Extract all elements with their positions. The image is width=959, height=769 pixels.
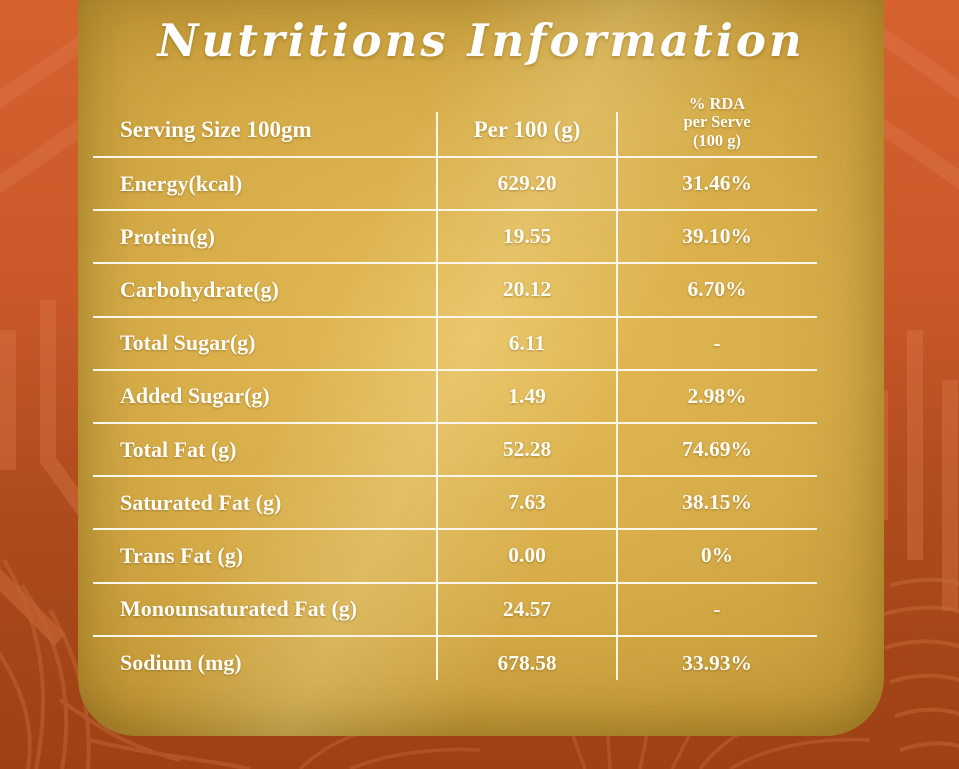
nutrition-table: Serving Size 100gm Per 100 (g) % RDA per… <box>93 84 817 690</box>
row-label: Protein(g) <box>120 223 215 249</box>
table-grid-line-vertical-2 <box>616 112 618 680</box>
header-rda: % RDA per Serve (100 g) <box>617 84 817 156</box>
row-rda: 74.69% <box>682 437 752 462</box>
leaf-pattern-bottom-right <box>879 577 959 752</box>
table-row: Sodium (mg) 678.58 33.93% <box>93 637 817 690</box>
table-grid-line-vertical-1 <box>436 112 438 680</box>
table-row: Total Fat (g) 52.28 74.69% <box>93 424 817 478</box>
table-row: Trans Fat (g) 0.00 0% <box>93 530 817 584</box>
row-per100: 0.00 <box>508 543 546 568</box>
row-per100: 7.63 <box>508 490 546 515</box>
row-per100: 20.12 <box>502 277 552 302</box>
row-per100: 629.20 <box>497 171 557 196</box>
page-title: Nutritions Information <box>157 14 805 67</box>
row-per100: 52.28 <box>502 437 552 462</box>
row-label: Trans Fat (g) <box>120 542 244 568</box>
gold-panel: Nutritions Information Serving Size 100g… <box>78 0 884 736</box>
row-per100: 678.58 <box>497 650 557 675</box>
header-rda-line2: per Serve <box>683 112 751 132</box>
row-per100: 6.11 <box>508 330 546 355</box>
row-label: Carbohydrate(g) <box>120 276 279 302</box>
table-row: Protein(g) 19.55 39.10% <box>93 211 817 265</box>
row-per100: 1.49 <box>508 383 546 408</box>
table-row: Carbohydrate(g) 20.12 6.70% <box>93 264 817 318</box>
row-label: Energy(kcal) <box>120 170 243 196</box>
header-rda-line1: % RDA <box>688 93 746 113</box>
row-label: Total Sugar(g) <box>120 330 256 356</box>
row-rda: 38.15% <box>682 490 752 515</box>
row-rda: 0% <box>700 543 734 568</box>
row-label: Total Fat (g) <box>120 436 237 462</box>
row-rda: 31.46% <box>682 171 752 196</box>
row-rda: 6.70% <box>687 277 747 302</box>
row-label: Added Sugar(g) <box>120 383 270 409</box>
row-label: Monounsaturated Fat (g) <box>120 596 358 622</box>
table-row: Added Sugar(g) 1.49 2.98% <box>93 371 817 424</box>
row-rda: - <box>713 596 721 621</box>
row-per100: 19.55 <box>502 224 552 249</box>
row-rda: 33.93% <box>682 650 752 675</box>
row-per100: 24.57 <box>502 596 552 621</box>
header-serving-size: Serving Size 100gm <box>120 117 312 142</box>
row-label: Sodium (mg) <box>120 650 242 676</box>
row-rda: 2.98% <box>687 383 747 408</box>
row-rda: 39.10% <box>682 224 752 249</box>
row-label: Saturated Fat (g) <box>120 489 282 515</box>
row-rda: - <box>713 330 721 355</box>
table-row: Saturated Fat (g) 7.63 38.15% <box>93 477 817 531</box>
header-per-100: Per 100 (g) <box>473 117 581 142</box>
table-header-row: Serving Size 100gm Per 100 (g) % RDA per… <box>93 84 817 158</box>
table-row: Total Sugar(g) 6.11 - <box>93 318 817 371</box>
header-rda-line3: (100 g) <box>692 131 742 151</box>
table-row: Energy(kcal) 629.20 31.46% <box>93 158 817 212</box>
table-row: Monounsaturated Fat (g) 24.57 - <box>93 584 817 637</box>
